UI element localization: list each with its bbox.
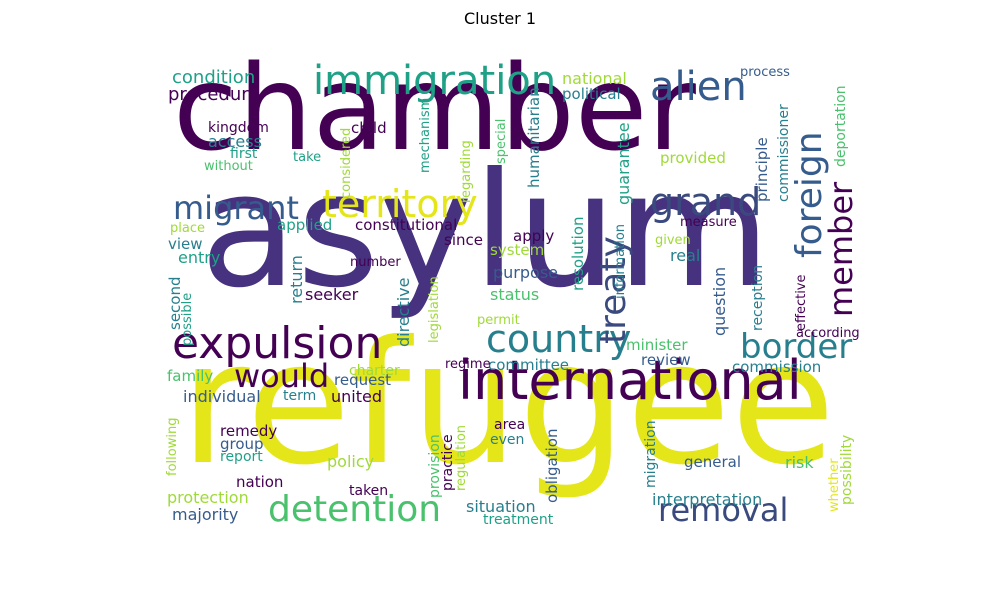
word-given: given bbox=[655, 232, 691, 248]
word-possibility: possibility bbox=[839, 435, 855, 506]
word-commissioner: commissioner bbox=[776, 104, 792, 203]
word-territory: territory bbox=[322, 182, 478, 227]
word-child: child bbox=[351, 119, 387, 138]
word-directive: directive bbox=[394, 277, 413, 348]
word-detention: detention bbox=[268, 488, 442, 530]
word-country: country bbox=[486, 317, 632, 362]
word-majority: majority bbox=[172, 505, 239, 525]
word-policy: policy bbox=[327, 452, 375, 472]
word-area: area bbox=[494, 417, 526, 434]
word-place: place bbox=[170, 220, 205, 236]
word-united: united bbox=[331, 387, 382, 407]
word-international: international bbox=[458, 349, 802, 413]
word-situation: situation bbox=[466, 497, 536, 517]
word-member: member bbox=[822, 181, 860, 318]
word-take: take bbox=[293, 149, 322, 165]
word-process: process bbox=[740, 64, 790, 80]
word-entry: entry bbox=[178, 248, 221, 268]
word-number: number bbox=[350, 254, 401, 270]
word-view: view bbox=[168, 235, 203, 254]
word-charter: charter bbox=[349, 363, 400, 380]
word-would: would bbox=[234, 357, 330, 396]
word-request: request bbox=[334, 371, 392, 390]
word-provided: provided bbox=[660, 149, 726, 168]
word-possible: possible bbox=[180, 293, 195, 347]
word-following: following bbox=[165, 417, 180, 476]
word-migrant: migrant bbox=[173, 189, 299, 228]
word-term: term bbox=[283, 388, 317, 405]
word-grand: grand bbox=[650, 180, 762, 225]
word-individual: individual bbox=[183, 387, 261, 407]
word-refugee: refugee bbox=[180, 305, 836, 504]
word-special: special bbox=[494, 119, 509, 165]
word-migration: migration bbox=[643, 420, 659, 489]
word-family: family bbox=[167, 367, 214, 386]
word-information: information bbox=[613, 223, 628, 299]
word-general: general bbox=[684, 453, 742, 472]
word-risk: risk bbox=[785, 453, 814, 473]
word-considered: considered bbox=[339, 127, 354, 199]
word-interpretation: interpretation bbox=[652, 490, 763, 510]
word-group: group bbox=[220, 435, 264, 454]
word-commission: commission bbox=[732, 358, 822, 377]
word-access: access bbox=[208, 132, 262, 152]
figure-title: Cluster 1 bbox=[463, 9, 537, 28]
word-obligation: obligation bbox=[543, 428, 561, 503]
word-without: without bbox=[204, 158, 253, 174]
word-report: report bbox=[220, 449, 263, 466]
word-resolution: resolution bbox=[569, 216, 587, 291]
word-remedy: remedy bbox=[220, 422, 278, 441]
word-chamber: chamber bbox=[173, 38, 696, 177]
word-seeker: seeker bbox=[305, 285, 359, 305]
word-even: even bbox=[490, 432, 525, 449]
word-minister: minister bbox=[626, 336, 688, 355]
word-real: real bbox=[670, 246, 701, 266]
word-border: border bbox=[740, 326, 853, 367]
word-taken: taken bbox=[349, 483, 389, 500]
word-measure: measure bbox=[680, 214, 737, 230]
word-national: national bbox=[562, 69, 627, 89]
word-first: first bbox=[230, 146, 258, 163]
word-constitutional: constitutional bbox=[355, 216, 458, 235]
word-question: question bbox=[710, 267, 729, 337]
word-according: according bbox=[796, 325, 860, 341]
word-system: system bbox=[490, 241, 545, 260]
word-purpose: purpose bbox=[493, 263, 558, 283]
word-expulsion: expulsion bbox=[172, 318, 383, 370]
word-alien: alien bbox=[650, 63, 747, 110]
word-effective: effective bbox=[794, 274, 809, 331]
word-regarding: regarding bbox=[459, 139, 474, 203]
word-kingdom: kingdom bbox=[208, 120, 269, 137]
word-regime: regime bbox=[445, 356, 491, 372]
word-principle: principle bbox=[753, 136, 771, 202]
word-condition: condition bbox=[172, 66, 256, 88]
word-procedure: procedure bbox=[168, 83, 260, 105]
word-status: status bbox=[490, 285, 540, 305]
word-protection: protection bbox=[167, 488, 249, 508]
word-return: return bbox=[287, 254, 306, 304]
word-applied: applied bbox=[277, 216, 333, 235]
word-reception: reception bbox=[750, 265, 766, 332]
word-since: since bbox=[444, 231, 483, 250]
word-nation: nation bbox=[236, 473, 284, 492]
word-asylum: asylum bbox=[200, 138, 771, 323]
word-review: review bbox=[641, 351, 691, 370]
word-political: political bbox=[562, 85, 621, 104]
word-guarantee: guarantee bbox=[614, 122, 633, 206]
word-permit: permit bbox=[477, 312, 520, 328]
word-removal: removal bbox=[658, 491, 789, 530]
word-apply: apply bbox=[513, 227, 555, 246]
word-committee: committee bbox=[488, 356, 570, 375]
word-regulation: regulation bbox=[454, 424, 469, 491]
word-humanitarian: humanitarian bbox=[525, 86, 543, 188]
word-treatment: treatment bbox=[483, 512, 554, 529]
word-legislation: legislation bbox=[427, 275, 442, 343]
word-immigration: immigration bbox=[313, 57, 557, 104]
word-mechanism: mechanism bbox=[418, 97, 433, 173]
word-practice: practice bbox=[440, 434, 456, 492]
word-deportation: deportation bbox=[833, 85, 849, 168]
